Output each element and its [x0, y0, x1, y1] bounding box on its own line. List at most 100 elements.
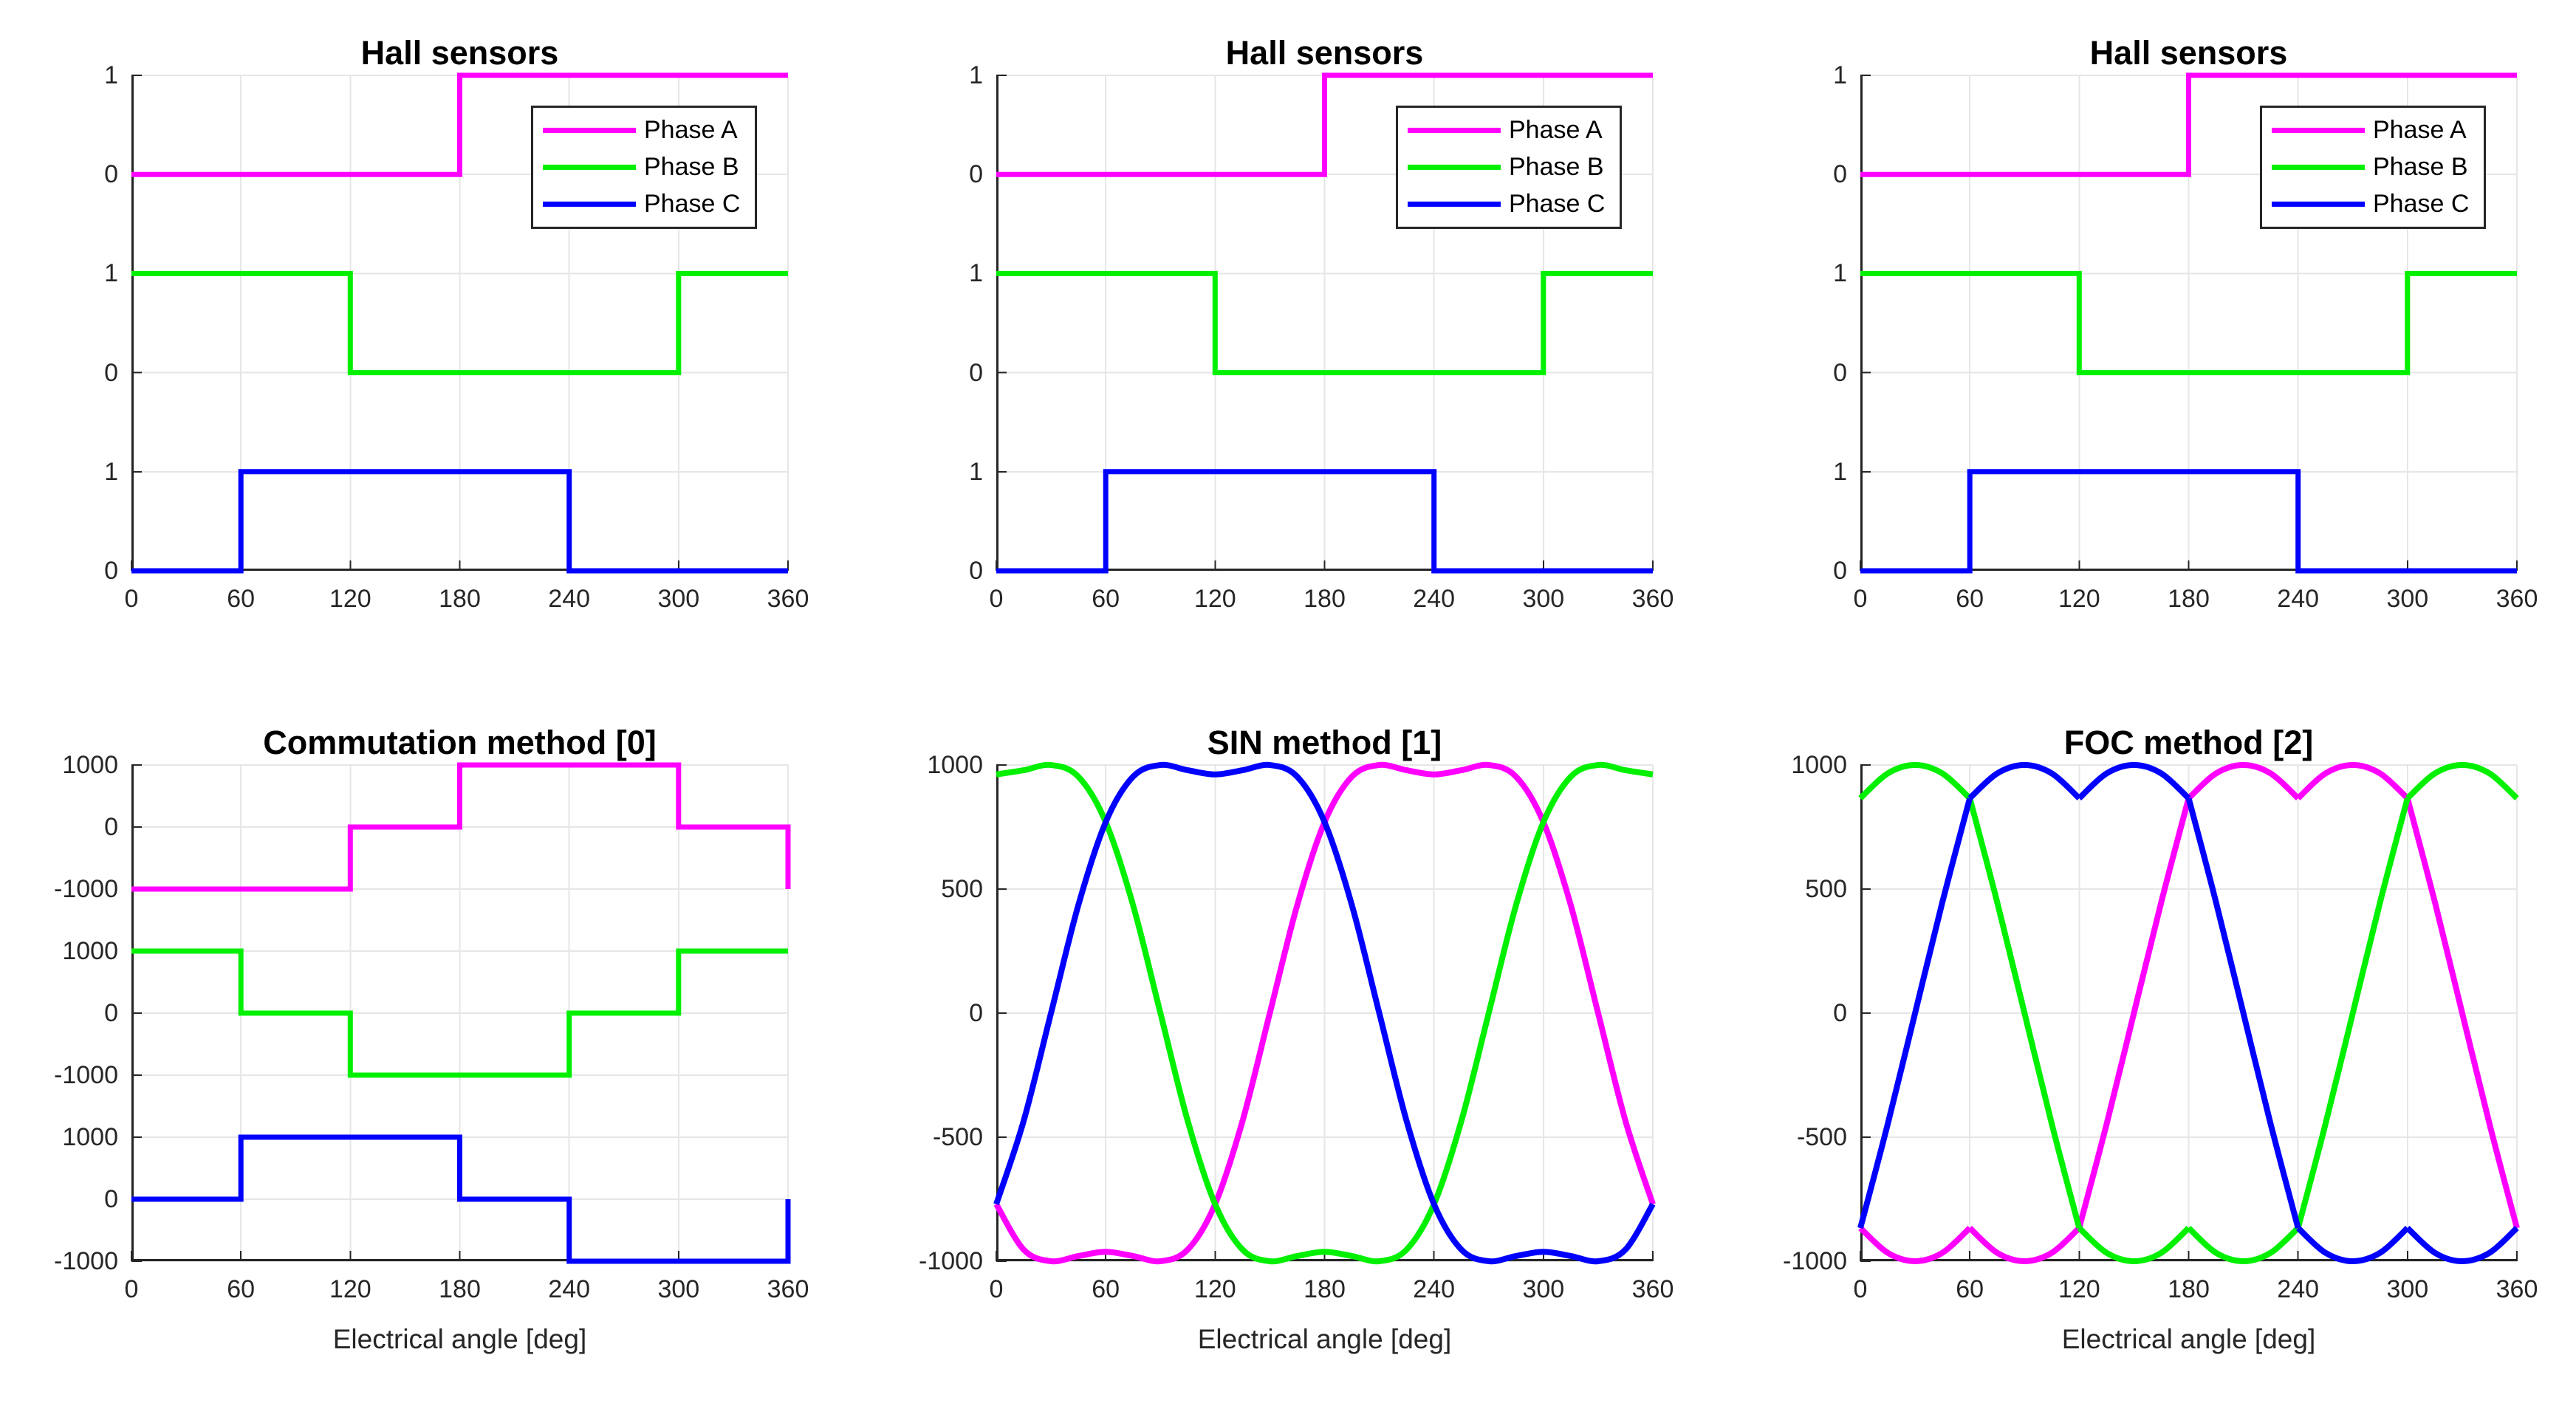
x-tick-label: 0	[1853, 585, 1868, 613]
series-line-phase-a	[996, 72, 1653, 177]
x-tick-label: 360	[2496, 585, 2538, 613]
x-tick-label: 180	[439, 1275, 481, 1303]
legend-label: Phase B	[1509, 153, 1604, 181]
x-tick-label: 180	[439, 585, 481, 613]
legend-label: Phase A	[1509, 116, 1603, 144]
series-line-phase-b	[131, 270, 788, 376]
y-tick-label: 0	[969, 557, 983, 585]
y-tick-label: 1000	[927, 751, 983, 779]
x-tick-label: 180	[2168, 1275, 2210, 1303]
x-tick-label: 60	[1092, 1275, 1120, 1303]
y-tick-label: 1	[1833, 61, 1847, 89]
plot-area-hall-sensors-2	[996, 72, 1654, 574]
x-tick-label: 240	[1413, 585, 1456, 613]
y-tick-label: 1	[1833, 259, 1847, 288]
x-tick-label: 60	[1956, 1275, 1984, 1303]
x-tick-label: 120	[329, 1275, 371, 1303]
y-tick-label: 1	[969, 457, 983, 486]
series-line-phase-c	[131, 1134, 791, 1264]
legend-swatch-phase-a	[543, 128, 636, 133]
x-tick-label: 0	[124, 585, 139, 613]
x-tick-label: 300	[657, 1275, 700, 1303]
x-tick-label: 120	[1193, 1275, 1236, 1303]
legend-label: Phase B	[2373, 153, 2468, 181]
x-tick-label: 300	[1522, 1275, 1565, 1303]
chart-title: Commutation method [0]	[263, 724, 657, 761]
legend-label: Phase A	[2373, 116, 2467, 144]
series-line-phase-b	[996, 270, 1653, 376]
legend-swatch-phase-b	[2272, 165, 2365, 170]
y-tick-label: 1	[969, 259, 983, 288]
y-tick-label: 0	[969, 999, 983, 1027]
legend-label: Phase C	[1509, 190, 1606, 218]
x-tick-label: 360	[1631, 585, 1674, 613]
x-tick-label: 0	[989, 585, 1004, 613]
series-line-phase-b	[1858, 762, 2519, 1264]
legend: Phase A Phase B Phase C	[2260, 106, 2486, 229]
y-tick-label: 1	[104, 61, 118, 89]
y-tick-label: -1000	[54, 1061, 118, 1089]
plot-area-commutation-method	[131, 762, 791, 1264]
legend-swatch-phase-a	[1408, 128, 1501, 133]
y-tick-label: 0	[1833, 160, 1847, 189]
series-line-phase-a	[1858, 762, 2520, 1264]
y-tick-label: -1000	[54, 875, 118, 903]
legend-swatch-phase-b	[543, 165, 636, 170]
x-tick-label: 60	[227, 585, 256, 613]
legend-label: Phase C	[644, 190, 741, 218]
x-tick-label: 60	[227, 1275, 256, 1303]
y-tick-label: 1000	[1791, 751, 1847, 779]
plot-area-foc-method	[1857, 762, 2520, 1264]
legend-label: Phase A	[644, 116, 738, 144]
series-line-phase-c	[1860, 469, 2517, 574]
y-tick-label: 0	[1833, 999, 1847, 1027]
series-line-phase-a	[131, 72, 788, 177]
y-tick-label: 1	[969, 61, 983, 89]
x-tick-label: 240	[2277, 585, 2320, 613]
y-tick-label: 0	[1833, 358, 1847, 387]
chart-title: Hall sensors	[2089, 34, 2288, 72]
legend: Phase A Phase B Phase C	[1396, 106, 1622, 229]
y-tick-label: -500	[932, 1123, 983, 1151]
y-tick-label: 0	[104, 813, 118, 841]
legend-swatch-phase-b	[1408, 165, 1501, 170]
y-tick-label: 0	[104, 160, 118, 189]
x-tick-label: 300	[657, 585, 700, 613]
series-line-phase-b	[996, 761, 1654, 1265]
y-tick-label: 1000	[62, 751, 118, 779]
x-tick-label: 180	[1304, 1275, 1346, 1303]
y-tick-label: 1	[104, 457, 118, 486]
y-tick-label: 0	[969, 160, 983, 189]
x-tick-label: 120	[1193, 585, 1236, 613]
legend-label: Phase C	[2373, 190, 2470, 218]
y-tick-label: 0	[104, 1185, 118, 1213]
x-tick-label: 120	[329, 585, 371, 613]
y-tick-label: 0	[104, 358, 118, 387]
legend-swatch-phase-c	[543, 202, 636, 207]
legend-swatch-phase-c	[2272, 202, 2365, 207]
chart-title: FOC method [2]	[2063, 724, 2314, 761]
x-tick-label: 240	[548, 585, 591, 613]
x-tick-label: 240	[548, 1275, 591, 1303]
x-tick-label: 240	[2277, 1275, 2320, 1303]
x-axis-label: Electrical angle [deg]	[332, 1324, 587, 1354]
x-tick-label: 360	[1631, 1275, 1674, 1303]
x-tick-label: 120	[2058, 1275, 2100, 1303]
y-tick-label: 1000	[62, 937, 118, 965]
legend-swatch-phase-c	[1408, 202, 1501, 207]
x-axis-label: Electrical angle [deg]	[2061, 1324, 2316, 1354]
x-tick-label: 60	[1956, 585, 1984, 613]
x-tick-label: 60	[1092, 585, 1120, 613]
series-line-phase-c	[993, 761, 1656, 1265]
x-tick-label: 180	[2168, 585, 2210, 613]
plot-area-sin-method	[993, 761, 1656, 1265]
series-line-phase-c	[131, 469, 788, 574]
y-tick-label: 1000	[62, 1123, 118, 1151]
x-tick-label: 360	[2496, 1275, 2538, 1303]
y-tick-label: -500	[1796, 1123, 1847, 1151]
series-line-phase-a	[131, 762, 791, 892]
legend-swatch-phase-a	[2272, 128, 2365, 133]
legend-label: Phase B	[644, 153, 739, 181]
x-tick-label: 300	[1522, 585, 1565, 613]
